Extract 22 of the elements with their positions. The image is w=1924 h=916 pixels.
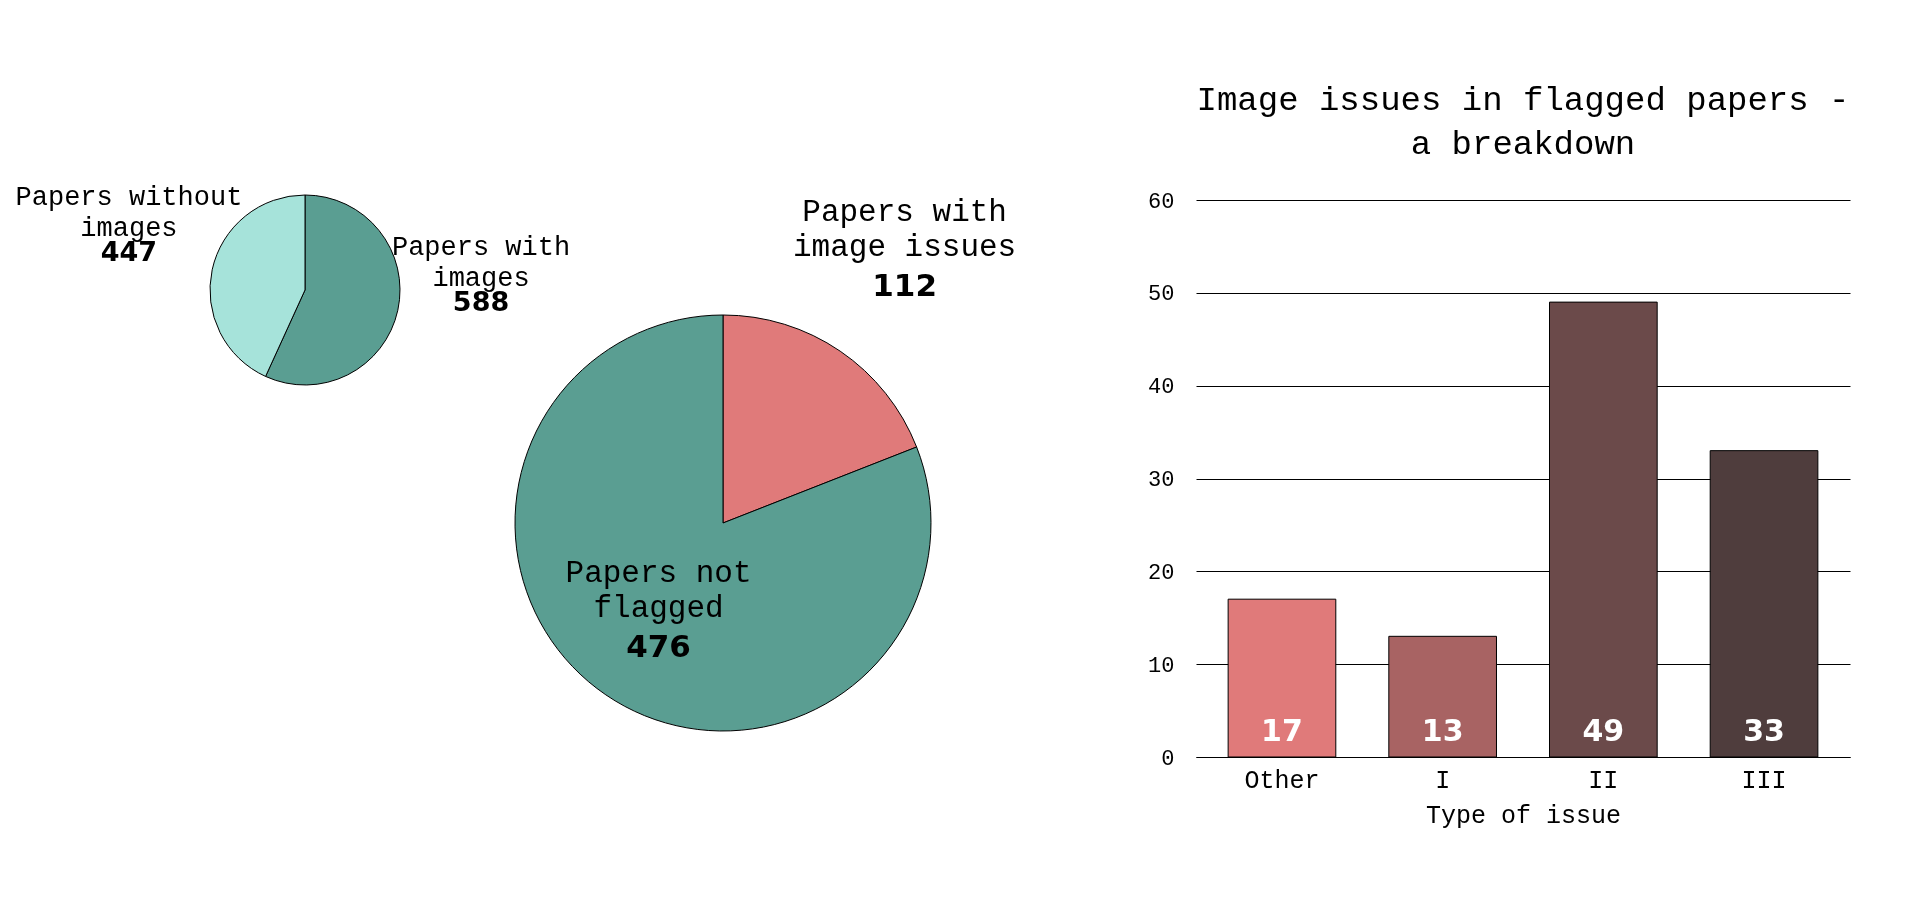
x-axis-title: Type of issue (1425, 801, 1622, 831)
x-tick-label: Other (1244, 766, 1320, 796)
y-tick-label: 20 (1148, 560, 1175, 586)
chart-title: Image issues in flagged papers - a breakdown (1196, 82, 1850, 164)
slice-label: Papers with image issues (792, 194, 1017, 266)
data-label: 17 (1261, 713, 1303, 748)
pie-slice (514, 314, 932, 732)
data-label: 33 (1743, 713, 1785, 748)
data-label: 112 (872, 266, 937, 303)
data-label: 476 (626, 627, 691, 664)
y-tick-label: 0 (1161, 746, 1175, 772)
data-label: 49 (1582, 713, 1625, 748)
y-tick-label: 50 (1148, 282, 1175, 308)
y-tick-label: 60 (1148, 189, 1175, 215)
y-tick-label: 40 (1148, 375, 1175, 401)
x-tick-label: I (1435, 766, 1451, 796)
slice-label: Papers not flagged (565, 555, 752, 627)
x-tick-label: II (1588, 766, 1619, 796)
x-tick-label: III (1741, 766, 1787, 796)
y-tick-label: 10 (1148, 653, 1175, 679)
data-label: 13 (1421, 713, 1464, 748)
y-tick-label: 30 (1148, 468, 1175, 493)
